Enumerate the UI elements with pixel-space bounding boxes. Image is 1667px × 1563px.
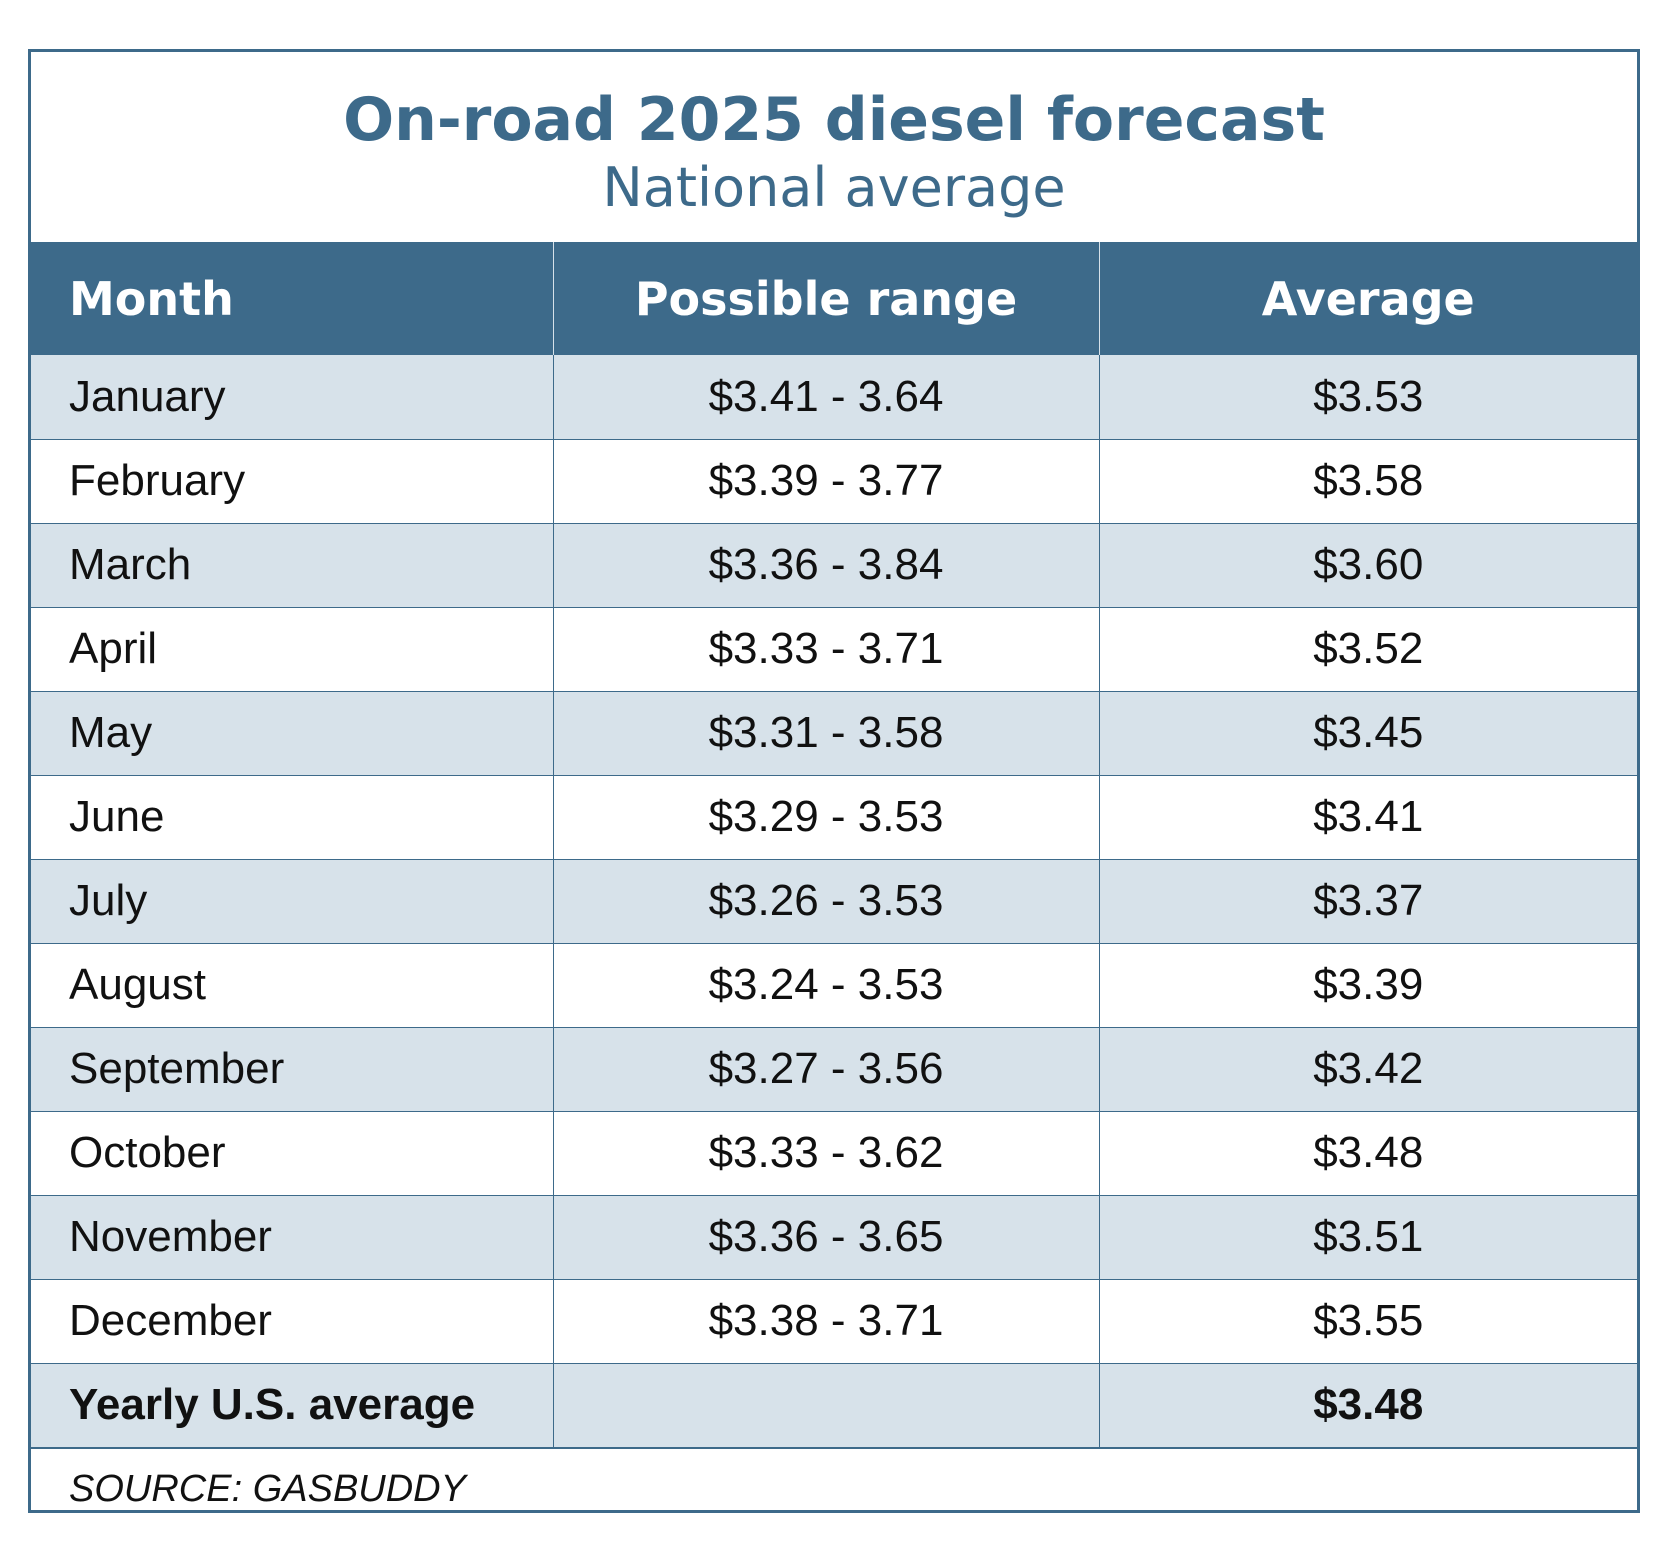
month-cell: April — [31, 606, 553, 691]
column-header-average: Average — [1098, 242, 1637, 355]
title-area: On-road 2025 diesel forecast National av… — [31, 52, 1637, 242]
average-cell: $3.41 — [1098, 774, 1637, 859]
month-cell: January — [31, 355, 553, 439]
forecast-table: Month Possible range Average January $3.… — [31, 242, 1637, 1447]
range-cell: $3.27 - 3.56 — [552, 1026, 1099, 1111]
range-cell: $3.29 - 3.53 — [552, 774, 1099, 859]
month-cell: March — [31, 522, 553, 607]
average-cell: $3.60 — [1098, 522, 1637, 607]
average-cell: $3.37 — [1098, 858, 1637, 943]
range-cell: $3.31 - 3.58 — [552, 690, 1099, 775]
table-row: June $3.29 - 3.53 $3.41 — [31, 774, 1637, 859]
range-cell: $3.36 - 3.65 — [552, 1194, 1099, 1279]
table-row: August $3.24 - 3.53 $3.39 — [31, 942, 1637, 1027]
yearly-average-label: Yearly U.S. average — [31, 1362, 553, 1447]
range-cell: $3.24 - 3.53 — [552, 942, 1099, 1027]
average-cell: $3.52 — [1098, 606, 1637, 691]
average-cell: $3.42 — [1098, 1026, 1637, 1111]
average-cell: $3.53 — [1098, 355, 1637, 439]
range-cell: $3.38 - 3.71 — [552, 1278, 1099, 1363]
average-cell: $3.55 — [1098, 1278, 1637, 1363]
range-cell: $3.36 - 3.84 — [552, 522, 1099, 607]
table-row: December $3.38 - 3.71 $3.55 — [31, 1278, 1637, 1363]
source-note: SOURCE: GASBUDDY — [31, 1447, 1637, 1529]
table-header-row: Month Possible range Average — [31, 242, 1637, 355]
chart-subtitle: National average — [602, 156, 1066, 219]
yearly-average-row: Yearly U.S. average $3.48 — [31, 1362, 1637, 1447]
forecast-table-frame: On-road 2025 diesel forecast National av… — [28, 49, 1640, 1513]
chart-title: On-road 2025 diesel forecast — [343, 85, 1325, 155]
table-row: September $3.27 - 3.56 $3.42 — [31, 1026, 1637, 1111]
month-cell: November — [31, 1194, 553, 1279]
average-cell: $3.45 — [1098, 690, 1637, 775]
average-cell: $3.39 — [1098, 942, 1637, 1027]
table-row: January $3.41 - 3.64 $3.53 — [31, 355, 1637, 439]
month-cell: December — [31, 1278, 553, 1363]
table-row: March $3.36 - 3.84 $3.60 — [31, 522, 1637, 607]
range-cell: $3.33 - 3.71 — [552, 606, 1099, 691]
table-row: April $3.33 - 3.71 $3.52 — [31, 606, 1637, 691]
range-cell: $3.41 - 3.64 — [552, 355, 1099, 439]
average-cell: $3.51 — [1098, 1194, 1637, 1279]
month-cell: July — [31, 858, 553, 943]
table-row: July $3.26 - 3.53 $3.37 — [31, 858, 1637, 943]
average-cell: $3.58 — [1098, 438, 1637, 523]
month-cell: February — [31, 438, 553, 523]
table-row: October $3.33 - 3.62 $3.48 — [31, 1110, 1637, 1195]
month-cell: August — [31, 942, 553, 1027]
average-cell: $3.48 — [1098, 1110, 1637, 1195]
range-cell: $3.33 - 3.62 — [552, 1110, 1099, 1195]
month-cell: June — [31, 774, 553, 859]
column-header-range: Possible range — [552, 242, 1099, 355]
range-cell: $3.39 - 3.77 — [552, 438, 1099, 523]
yearly-average-value: $3.48 — [1098, 1362, 1637, 1447]
table-row: November $3.36 - 3.65 $3.51 — [31, 1194, 1637, 1279]
table-row: May $3.31 - 3.58 $3.45 — [31, 690, 1637, 775]
yearly-range-cell — [552, 1362, 1099, 1447]
table-row: February $3.39 - 3.77 $3.58 — [31, 438, 1637, 523]
column-header-month: Month — [31, 242, 553, 355]
month-cell: October — [31, 1110, 553, 1195]
range-cell: $3.26 - 3.53 — [552, 858, 1099, 943]
month-cell: May — [31, 690, 553, 775]
month-cell: September — [31, 1026, 553, 1111]
